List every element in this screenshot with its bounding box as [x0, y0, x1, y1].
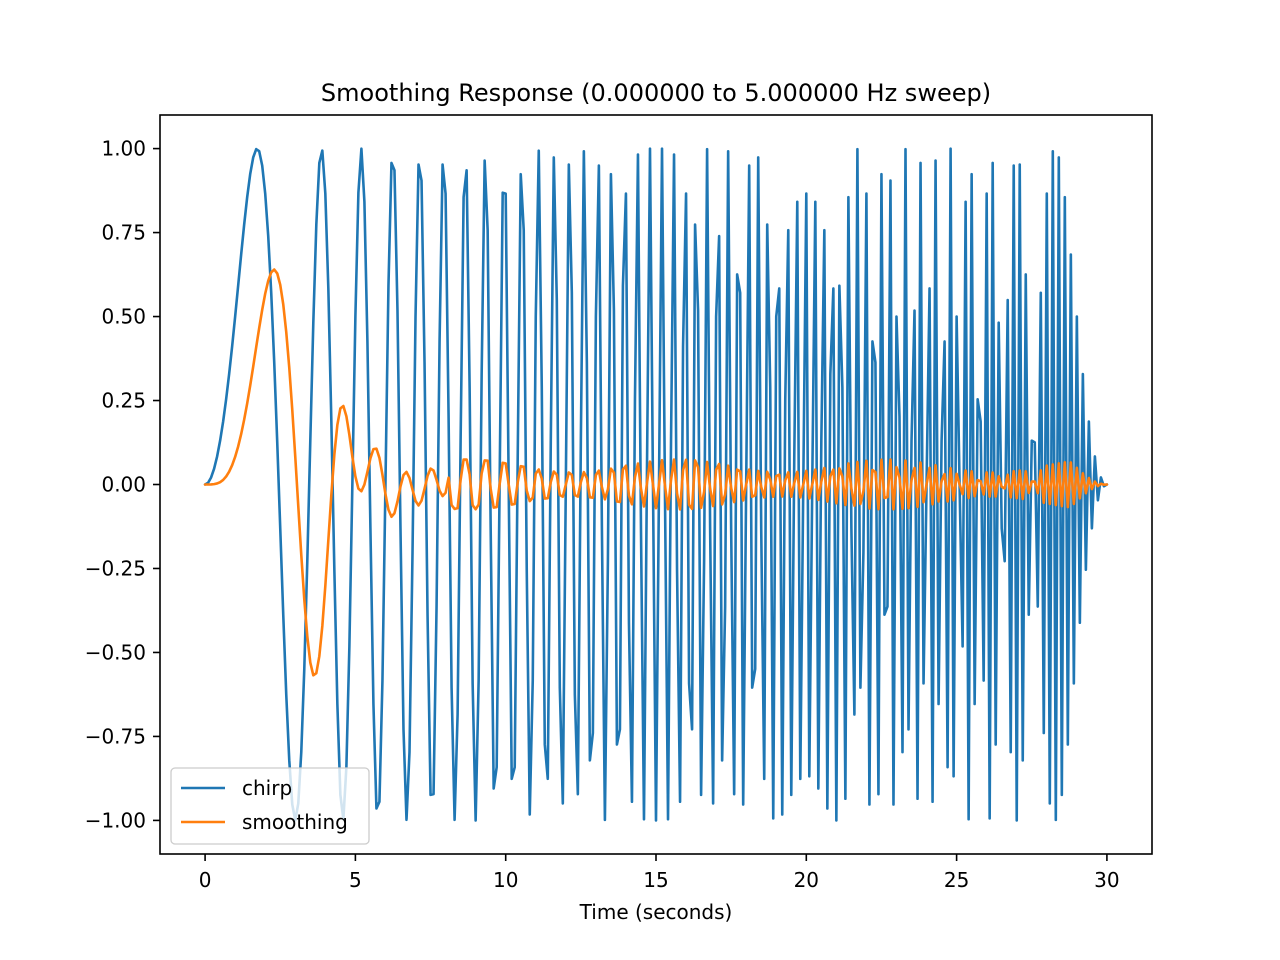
y-tick-label: 0.50 [101, 305, 146, 329]
y-tick-label: −0.75 [85, 724, 146, 748]
y-tick-label: 1.00 [101, 137, 146, 161]
chart-title: Smoothing Response (0.000000 to 5.000000… [321, 79, 991, 107]
y-tick-label: −1.00 [85, 808, 146, 832]
x-axis-label: Time (seconds) [579, 900, 733, 924]
x-tick-label: 25 [944, 868, 969, 892]
series-layer [203, 147, 1109, 822]
y-tick-label: 0.75 [101, 221, 146, 245]
legend-label-chirp: chirp [242, 776, 292, 800]
y-tick-label: 0.00 [101, 473, 146, 497]
x-axis: 0 5 10 15 20 25 30 [199, 854, 1120, 892]
y-tick-label: 0.25 [101, 389, 146, 413]
legend: chirp smoothing [170, 767, 370, 845]
y-tick-label: −0.25 [85, 556, 146, 580]
series-line-chirp [203, 147, 1109, 822]
x-tick-label: 10 [493, 868, 518, 892]
x-tick-label: 15 [643, 868, 668, 892]
x-tick-label: 0 [199, 868, 212, 892]
legend-label-smoothing: smoothing [242, 810, 348, 834]
series-line-smoothing [203, 268, 1109, 677]
y-tick-label: −0.50 [85, 640, 146, 664]
x-tick-label: 20 [794, 868, 819, 892]
x-tick-label: 30 [1094, 868, 1119, 892]
y-axis: 1.00 0.75 0.50 0.25 0.00 −0.25 −0.50 −0.75 −1.00 [85, 137, 160, 832]
x-tick-label: 5 [349, 868, 362, 892]
